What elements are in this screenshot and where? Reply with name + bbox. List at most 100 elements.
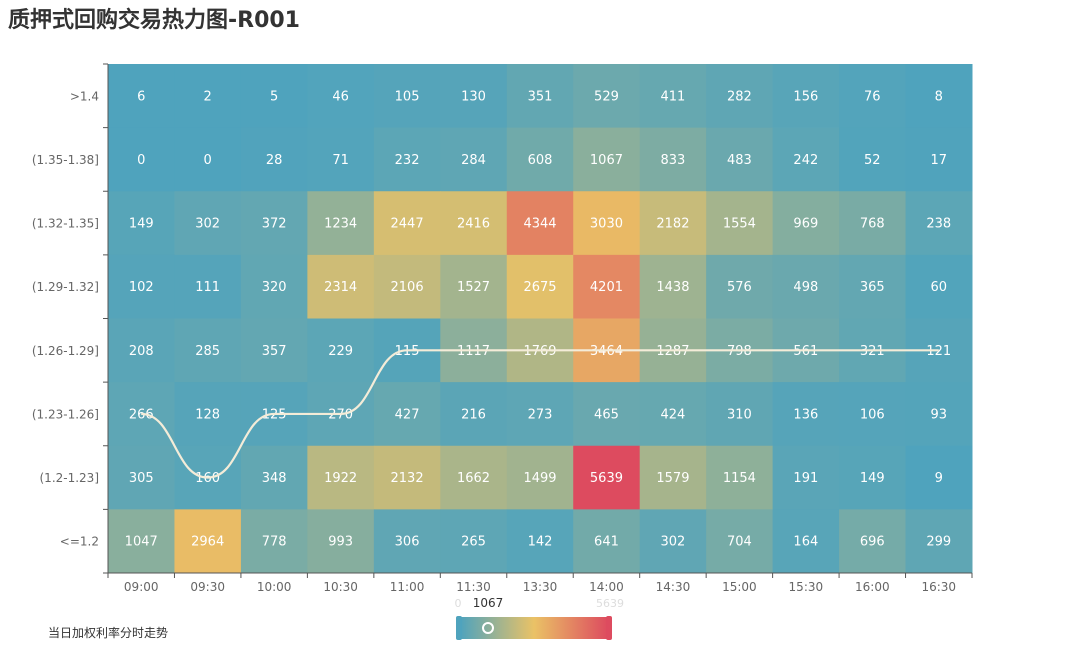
- heatmap-cell[interactable]: [440, 191, 508, 256]
- heatmap-cell[interactable]: [506, 254, 574, 319]
- heatmap-cell[interactable]: [240, 445, 308, 510]
- heatmap-cell[interactable]: [573, 254, 641, 319]
- heatmap-cell[interactable]: [440, 509, 508, 574]
- heatmap-cell[interactable]: [307, 127, 375, 192]
- heatmap-cell[interactable]: [706, 445, 774, 510]
- heatmap-cell-label: 216: [461, 407, 486, 422]
- visual-map-handle-max[interactable]: [606, 616, 612, 640]
- heatmap-cell[interactable]: [240, 64, 308, 129]
- heatmap-cell[interactable]: [839, 191, 907, 256]
- heatmap-cell[interactable]: [373, 64, 441, 129]
- visual-map-indicator[interactable]: [482, 622, 495, 634]
- heatmap-cell[interactable]: [639, 382, 707, 447]
- heatmap-cell[interactable]: [174, 254, 242, 319]
- heatmap-cell[interactable]: [839, 445, 907, 510]
- heatmap-cell[interactable]: [108, 191, 175, 256]
- heatmap-cell[interactable]: [506, 509, 574, 574]
- heatmap-cell[interactable]: [373, 382, 441, 447]
- heatmap-cell[interactable]: [506, 382, 574, 447]
- heatmap-cell[interactable]: [706, 127, 774, 192]
- heatmap-cell[interactable]: [772, 191, 840, 256]
- heatmap-cell[interactable]: [307, 191, 375, 256]
- heatmap-cell-label: 1499: [523, 471, 556, 486]
- heatmap-cell[interactable]: [639, 445, 707, 510]
- heatmap-cell[interactable]: [573, 64, 641, 129]
- heatmap-cell[interactable]: [706, 382, 774, 447]
- heatmap-cell[interactable]: [573, 382, 641, 447]
- heatmap-cell[interactable]: [772, 382, 840, 447]
- heatmap-cell[interactable]: [639, 254, 707, 319]
- heatmap-cell[interactable]: [174, 382, 242, 447]
- heatmap-cell[interactable]: [905, 127, 973, 192]
- heatmap-cell[interactable]: [573, 445, 641, 510]
- heatmap-cell[interactable]: [839, 64, 907, 129]
- heatmap-cell[interactable]: [639, 64, 707, 129]
- heatmap-cell[interactable]: [174, 64, 242, 129]
- heatmap-cell[interactable]: [108, 127, 175, 192]
- y-tick-label: (1.32-1.35]: [32, 217, 99, 231]
- heatmap-cell[interactable]: [373, 254, 441, 319]
- heatmap-cell[interactable]: [108, 509, 175, 574]
- heatmap-cell[interactable]: [905, 445, 973, 510]
- trend-legend-label[interactable]: 当日加权利率分时走势: [48, 626, 169, 640]
- heatmap-cell[interactable]: [373, 445, 441, 510]
- heatmap-cell[interactable]: [108, 445, 175, 510]
- heatmap-cell[interactable]: [174, 318, 242, 383]
- heatmap-cell[interactable]: [905, 254, 973, 319]
- heatmap-cell[interactable]: [506, 127, 574, 192]
- heatmap-cell[interactable]: [174, 127, 242, 192]
- heatmap-cell[interactable]: [108, 318, 175, 383]
- heatmap-cell[interactable]: [307, 445, 375, 510]
- heatmap-cell[interactable]: [839, 254, 907, 319]
- heatmap-cell[interactable]: [108, 254, 175, 319]
- heatmap-cell[interactable]: [373, 127, 441, 192]
- heatmap-cell[interactable]: [307, 509, 375, 574]
- heatmap-cell[interactable]: [639, 127, 707, 192]
- heatmap-cell[interactable]: [373, 191, 441, 256]
- heatmap-cell[interactable]: [573, 191, 641, 256]
- heatmap-cell[interactable]: [706, 509, 774, 574]
- visual-map-bar[interactable]: [460, 617, 608, 639]
- heatmap-cell[interactable]: [174, 191, 242, 256]
- heatmap-cell[interactable]: [373, 509, 441, 574]
- heatmap-cell[interactable]: [839, 127, 907, 192]
- heatmap-cell-label: 9: [935, 471, 943, 486]
- heatmap-cell[interactable]: [440, 445, 508, 510]
- heatmap-cell[interactable]: [240, 318, 308, 383]
- heatmap-cell[interactable]: [440, 254, 508, 319]
- heatmap-cell[interactable]: [240, 254, 308, 319]
- heatmap-cell[interactable]: [706, 254, 774, 319]
- heatmap-cell[interactable]: [772, 254, 840, 319]
- heatmap-cell[interactable]: [307, 318, 375, 383]
- heatmap-cell[interactable]: [506, 191, 574, 256]
- heatmap-cell[interactable]: [174, 509, 242, 574]
- heatmap-cell[interactable]: [440, 127, 508, 192]
- heatmap-cell[interactable]: [839, 509, 907, 574]
- heatmap-cell[interactable]: [240, 127, 308, 192]
- heatmap-cell[interactable]: [573, 509, 641, 574]
- heatmap-cell[interactable]: [440, 382, 508, 447]
- heatmap-cell[interactable]: [772, 127, 840, 192]
- heatmap-cell[interactable]: [240, 191, 308, 256]
- heatmap-cell[interactable]: [905, 382, 973, 447]
- heatmap-cell[interactable]: [573, 127, 641, 192]
- heatmap-cell[interactable]: [506, 445, 574, 510]
- heatmap-cell[interactable]: [839, 382, 907, 447]
- heatmap-cell[interactable]: [772, 509, 840, 574]
- heatmap-cell[interactable]: [772, 64, 840, 129]
- heatmap-cell[interactable]: [307, 254, 375, 319]
- heatmap-cell[interactable]: [639, 191, 707, 256]
- visual-map-handle-min[interactable]: [456, 616, 462, 640]
- heatmap-cell[interactable]: [706, 64, 774, 129]
- heatmap-cell[interactable]: [108, 64, 175, 129]
- heatmap-cell[interactable]: [440, 64, 508, 129]
- heatmap-cell[interactable]: [307, 64, 375, 129]
- heatmap-cell[interactable]: [639, 509, 707, 574]
- heatmap-cell[interactable]: [772, 445, 840, 510]
- heatmap-cell[interactable]: [905, 191, 973, 256]
- heatmap-cell[interactable]: [905, 509, 973, 574]
- heatmap-cell[interactable]: [240, 509, 308, 574]
- heatmap-cell[interactable]: [706, 191, 774, 256]
- heatmap-cell[interactable]: [506, 64, 574, 129]
- heatmap-cell[interactable]: [905, 64, 973, 129]
